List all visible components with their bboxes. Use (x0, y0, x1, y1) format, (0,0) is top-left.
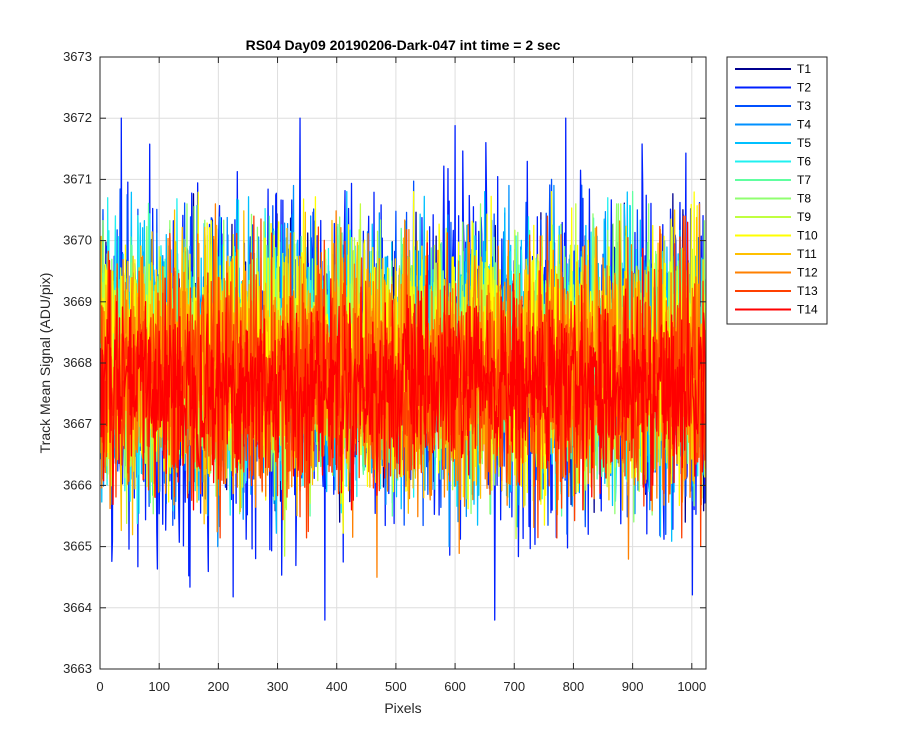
x-tick-label: 0 (96, 679, 103, 694)
legend-label: T12 (797, 266, 818, 280)
x-tick-label: 500 (385, 679, 407, 694)
chart-title: RS04 Day09 20190206-Dark-047 int time = … (246, 37, 561, 53)
x-tick-label: 200 (208, 679, 230, 694)
x-tick-label: 800 (563, 679, 585, 694)
y-tick-label: 3665 (63, 539, 92, 554)
y-tick-label: 3669 (63, 294, 92, 309)
x-axis-ticks: 0 100 200 300 400 500 600 700 800 900 1000 (96, 57, 706, 694)
legend-label: T9 (797, 210, 811, 224)
y-tick-label: 3671 (63, 171, 92, 186)
x-tick-label: 900 (622, 679, 644, 694)
legend-label: T11 (797, 247, 817, 261)
x-tick-label: 300 (267, 679, 289, 694)
legend-label: T10 (797, 229, 818, 243)
legend-label: T13 (797, 284, 818, 298)
legend: T1 T2 T3 T4 T5 T6 T7 T8 T9 T10 T11 T12 T13 T14 (726, 56, 828, 325)
y-tick-label: 3666 (63, 477, 92, 492)
x-tick-label: 1000 (677, 679, 706, 694)
y-tick-label: 3672 (63, 110, 92, 125)
legend-label: T1 (797, 62, 811, 76)
legend-label: T2 (797, 81, 811, 95)
x-axis-label: Pixels (384, 700, 421, 716)
x-tick-label: 600 (444, 679, 466, 694)
y-tick-label: 3668 (63, 355, 92, 370)
series-line-t14 (100, 221, 706, 511)
y-tick-label: 3667 (63, 416, 92, 431)
y-tick-label: 3670 (63, 233, 92, 248)
x-tick-label: 100 (148, 679, 170, 694)
legend-label: T4 (797, 118, 811, 132)
legend-label: T14 (797, 303, 818, 317)
y-tick-label: 3664 (63, 600, 92, 615)
legend-label: T3 (797, 99, 811, 113)
legend-box (726, 56, 828, 325)
series-layer (100, 117, 706, 621)
y-axis-label: Track Mean Signal (ADU/pix) (37, 273, 53, 454)
x-tick-label: 700 (503, 679, 525, 694)
y-tick-label: 3663 (63, 661, 92, 676)
legend-label: T7 (797, 173, 811, 187)
legend-label: T8 (797, 192, 811, 206)
y-axis-ticks: 3663 3664 3665 3666 3667 3668 3669 3670 3671 3672… (63, 49, 706, 676)
legend-label: T6 (797, 155, 811, 169)
x-tick-label: 400 (326, 679, 348, 694)
legend-label: T5 (797, 136, 811, 150)
y-tick-label: 3673 (63, 49, 92, 64)
